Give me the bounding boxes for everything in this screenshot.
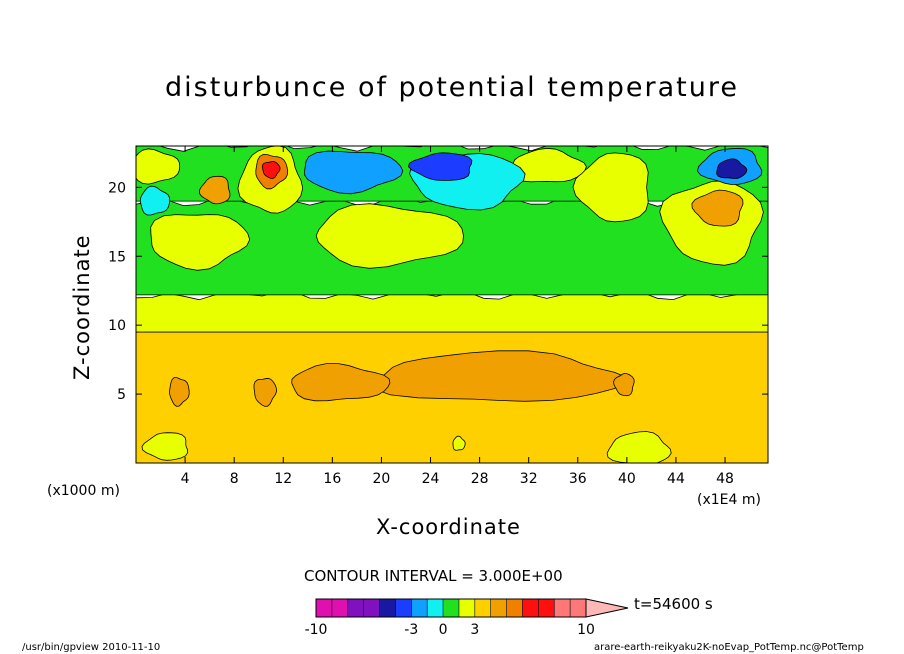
colorbar-segment [316, 599, 333, 617]
colorbar-segment [347, 599, 365, 617]
colorbar-tick-label: 0 [439, 622, 448, 638]
colorbar-segment [506, 599, 523, 617]
colorbar-tick-label: -3 [404, 622, 418, 638]
contour-blob-11 [572, 152, 649, 223]
contour-blob-9 [150, 214, 251, 271]
colorbar-segment [427, 599, 444, 617]
time-label: t=54600 s [634, 595, 713, 613]
y-tick-label: 20 [108, 180, 126, 196]
colorbar-segment [474, 599, 492, 617]
colorbar-segment [379, 599, 396, 617]
colorbar: -10 -3 0 3 10 [305, 598, 629, 638]
colorbar-segment [538, 599, 555, 617]
colorbar-segment [554, 599, 571, 617]
footer-left: /usr/bin/gpview 2010-11-10 [22, 642, 161, 653]
colorbar-segment [395, 599, 412, 617]
x-tick-label: 32 [520, 471, 538, 487]
contour-blob-5 [141, 432, 189, 461]
colorbar-segment [570, 599, 587, 617]
contour-blob-19 [716, 158, 748, 179]
x-tick-label: 28 [471, 471, 489, 487]
contour-blob-8 [315, 203, 464, 269]
x-tick-label: 36 [569, 471, 587, 487]
y-tick-label: 10 [108, 318, 126, 334]
colorbar-segment [331, 599, 349, 617]
colorbar-segment [522, 599, 539, 617]
x-tick-label: 16 [323, 471, 341, 487]
x-tick-label: 12 [274, 471, 292, 487]
contour-blob-22 [262, 161, 281, 179]
colorbar-segment [411, 599, 428, 617]
contour-blob-2 [169, 377, 190, 407]
plot-frame [135, 145, 769, 464]
contour-blob-7 [452, 435, 466, 451]
contour-blob-4 [613, 372, 635, 397]
x-tick-label: 20 [373, 471, 391, 487]
x-axis-title: X-coordinate [376, 515, 521, 539]
contour-blob-14 [136, 148, 181, 185]
contour-interval-label: CONTOUR INTERVAL = 3.000E+00 [304, 567, 563, 585]
chart-title: disturbunce of potential temperature [165, 72, 739, 103]
x-tick-label: 4 [181, 471, 190, 487]
x-tick-label: 40 [618, 471, 636, 487]
contour-blob-15 [304, 150, 404, 195]
x-tick-label: 24 [422, 471, 440, 487]
plot-area [136, 146, 768, 463]
colorbar-arrow [585, 598, 629, 618]
colorbar-tick-label: 10 [577, 622, 595, 638]
colorbar-tick-label: 3 [470, 622, 479, 638]
contour-blob-6 [606, 431, 672, 463]
colorbar-segment [363, 599, 381, 617]
colorbar-segment [490, 599, 508, 617]
y-axis-title: Z-coordinate [70, 234, 94, 380]
colorbar-segment [458, 599, 476, 617]
contour-blob-23 [691, 189, 744, 227]
contour-blob-3 [253, 377, 278, 407]
y-tick-label: 15 [108, 249, 126, 265]
contour-blob-1 [291, 363, 391, 402]
footer-right: arare-earth-reikyaku2K-noEvap_PotTemp.nc… [594, 642, 864, 653]
x-tick-label: 44 [667, 471, 685, 487]
x-tick-label: 48 [716, 471, 734, 487]
colorbar-segment [443, 599, 460, 617]
y-ticks: 5 10 15 20 [108, 180, 768, 403]
contour-blob-20 [139, 185, 171, 216]
contour-blob-17 [408, 152, 473, 181]
x-multiplier-label: (x1E4 m) [697, 492, 761, 508]
y-tick-label: 5 [117, 387, 126, 403]
x-unit-label: (x1000 m) [47, 483, 120, 499]
x-tick-label: 8 [230, 471, 239, 487]
contour-layer-1 [136, 289, 768, 333]
x-ticks: 4 8 12 16 20 24 28 32 36 40 44 48 [181, 146, 734, 487]
colorbar-tick-label: -10 [305, 622, 328, 638]
contour-blob-24 [199, 175, 231, 205]
